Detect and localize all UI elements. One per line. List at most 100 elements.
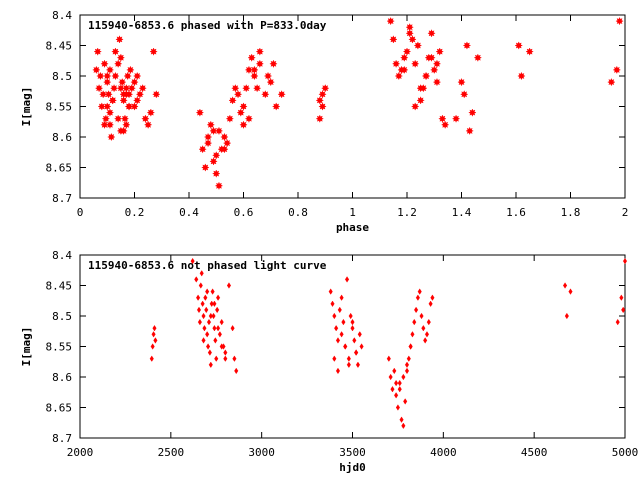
data-point — [216, 325, 221, 332]
y-tick-label: 8.65 — [46, 402, 73, 415]
data-point — [421, 71, 431, 81]
data-point — [199, 270, 204, 277]
y-axis-label: I[mag] — [20, 87, 33, 127]
data-point — [214, 355, 219, 362]
data-point — [133, 96, 142, 105]
x-tick-label: 2500 — [158, 446, 185, 459]
data-point — [135, 90, 145, 99]
data-point — [427, 29, 436, 38]
data-point — [108, 96, 117, 105]
plot-frame — [79, 254, 626, 439]
data-point — [97, 102, 106, 111]
data-point — [130, 77, 139, 87]
data-point — [115, 35, 124, 44]
data-point — [350, 318, 355, 326]
y-tick-label: 8.6 — [52, 131, 72, 144]
data-point — [212, 169, 221, 178]
data-point — [198, 282, 203, 289]
data-point — [138, 84, 147, 93]
data-point — [226, 282, 232, 289]
x-tick-label: 0.2 — [125, 206, 145, 219]
y-tick-label: 8.45 — [46, 280, 73, 293]
data-point — [255, 47, 264, 56]
data-point — [239, 102, 248, 111]
plot-frame — [79, 14, 626, 199]
data-point — [216, 294, 221, 301]
data-point — [335, 337, 341, 344]
data-point — [397, 386, 402, 393]
data-point — [357, 331, 362, 338]
data-point — [198, 145, 207, 154]
y-axis-label: I[mag] — [20, 327, 33, 367]
x-tick-label: 1.6 — [506, 206, 526, 219]
data-point — [404, 367, 410, 375]
data-point — [211, 312, 216, 320]
data-point — [149, 47, 158, 56]
data-point — [405, 23, 414, 32]
data-point — [220, 132, 229, 142]
data-point — [100, 59, 109, 68]
unphased-light-curve-panel: 2000 2500 3000 3500 4000 4500 5000 8.4 8.45 8.5 8.… — [20, 249, 638, 474]
data-point — [228, 96, 237, 105]
data-point — [197, 318, 202, 326]
data-point — [144, 120, 153, 129]
data-point — [152, 325, 157, 332]
data-point — [622, 257, 628, 265]
y-tick-label: 8.5 — [52, 310, 72, 323]
data-point — [389, 35, 398, 44]
data-point — [104, 90, 113, 99]
data-point — [400, 53, 409, 62]
data-point — [195, 108, 205, 117]
data-point — [405, 29, 414, 38]
data-point — [394, 379, 399, 387]
data-point — [223, 138, 232, 148]
data-point — [328, 288, 333, 295]
data-point — [133, 71, 142, 81]
data-point — [514, 41, 523, 50]
data-point — [423, 337, 428, 344]
data-point — [116, 53, 125, 62]
data-point — [359, 343, 364, 350]
data-point — [207, 349, 212, 356]
data-point — [217, 331, 222, 338]
data-point — [111, 47, 120, 56]
data-point — [206, 120, 215, 129]
data-point — [619, 294, 624, 301]
data-point — [428, 300, 433, 307]
data-point — [213, 337, 218, 344]
data-point — [465, 126, 474, 136]
data-point — [196, 306, 202, 314]
data-point — [346, 355, 351, 362]
data-point — [399, 416, 404, 423]
data-point — [122, 84, 131, 93]
data-point — [397, 379, 402, 387]
data-point — [332, 355, 337, 362]
data-point — [119, 96, 128, 105]
data-point — [223, 349, 228, 356]
data-point — [568, 288, 573, 295]
data-point — [468, 108, 477, 117]
x-tick-label: 2000 — [67, 446, 94, 459]
data-point — [212, 151, 221, 160]
data-point — [214, 181, 224, 190]
data-point — [416, 96, 425, 105]
data-point — [615, 318, 620, 326]
data-point — [208, 361, 213, 368]
y-tick-label: 8.5 — [52, 70, 72, 83]
x-tick-label: 0.4 — [179, 206, 199, 219]
data-point — [203, 138, 213, 148]
data-point — [406, 355, 411, 362]
data-point — [101, 114, 110, 123]
data-point — [205, 331, 210, 338]
data-point — [318, 90, 327, 99]
data-point — [339, 294, 344, 301]
data-point — [250, 65, 259, 75]
data-point — [269, 59, 278, 68]
data-point — [345, 276, 350, 283]
y-tick-label: 8.4 — [52, 249, 72, 262]
data-points — [92, 16, 624, 190]
data-point — [424, 331, 430, 338]
data-point — [412, 318, 417, 326]
data-point — [124, 102, 134, 111]
data-point — [272, 102, 281, 111]
